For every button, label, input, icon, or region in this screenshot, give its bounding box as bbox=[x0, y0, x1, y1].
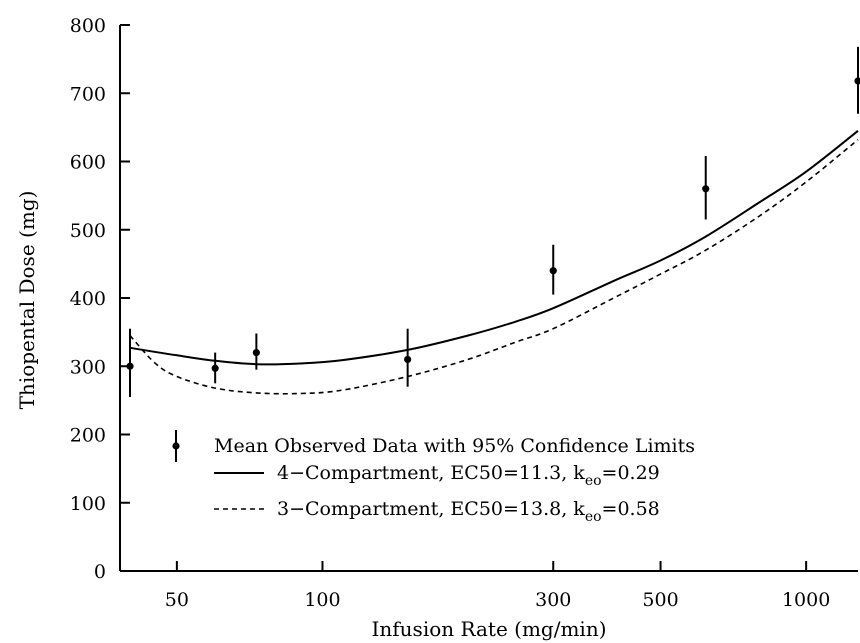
observed-point bbox=[126, 362, 134, 370]
legend-label-3-compartment-sub: eo bbox=[585, 509, 602, 525]
legend-label-3-compartment-main: 3−Compartment, EC50=13.8, k bbox=[277, 498, 585, 520]
observed-point bbox=[854, 77, 860, 85]
y-tick-label: 200 bbox=[70, 425, 106, 447]
y-tick-label: 800 bbox=[70, 15, 106, 37]
x-tick-label: 100 bbox=[304, 589, 340, 611]
observed-point bbox=[702, 185, 710, 193]
observed-point bbox=[211, 364, 219, 372]
y-axis-ticks: 0 100 200 300 400 500 600 700 800 bbox=[70, 15, 130, 583]
legend-label-3-compartment-suffix: =0.58 bbox=[602, 498, 660, 520]
legend-label-4-compartment-suffix: =0.29 bbox=[602, 462, 660, 484]
series-layer bbox=[126, 46, 860, 397]
y-tick-label: 500 bbox=[70, 220, 106, 242]
x-axis-title: Infusion Rate (mg/min) bbox=[371, 617, 606, 641]
observed-point bbox=[404, 355, 412, 364]
axes bbox=[119, 25, 858, 572]
legend-label-4-compartment: 4−Compartment, EC50=11.3, keo=0.29 bbox=[277, 462, 660, 489]
y-tick-label: 100 bbox=[70, 493, 106, 515]
series-line-4-compartment bbox=[129, 130, 859, 366]
y-tick-label: 300 bbox=[70, 356, 106, 378]
y-tick-label: 600 bbox=[70, 152, 106, 174]
y-tick-label: 400 bbox=[70, 288, 106, 310]
legend-errorbar-dot bbox=[172, 442, 180, 450]
observed-point bbox=[549, 267, 557, 275]
x-tick-label: 500 bbox=[642, 589, 678, 611]
legend-label-4-compartment-main: 4−Compartment, EC50=11.3, k bbox=[277, 462, 585, 484]
legend-label-observed: Mean Observed Data with 95% Confidence L… bbox=[214, 435, 695, 457]
legend: Mean Observed Data with 95% Confidence L… bbox=[172, 430, 695, 525]
y-tick-label: 0 bbox=[94, 561, 106, 583]
series-line-3-compartment bbox=[129, 139, 859, 395]
x-tick-label: 300 bbox=[535, 589, 571, 611]
x-tick-label: 50 bbox=[165, 589, 189, 611]
x-axis-ticks: 50 100 300 500 1000 bbox=[165, 561, 830, 611]
observed-point bbox=[252, 349, 260, 357]
legend-label-3-compartment: 3−Compartment, EC50=13.8, keo=0.58 bbox=[277, 498, 660, 525]
y-axis-title: Thiopental Dose (mg) bbox=[15, 191, 39, 410]
legend-label-4-compartment-sub: eo bbox=[585, 473, 602, 489]
x-tick-label: 1000 bbox=[782, 589, 830, 611]
y-tick-label: 700 bbox=[70, 83, 106, 105]
